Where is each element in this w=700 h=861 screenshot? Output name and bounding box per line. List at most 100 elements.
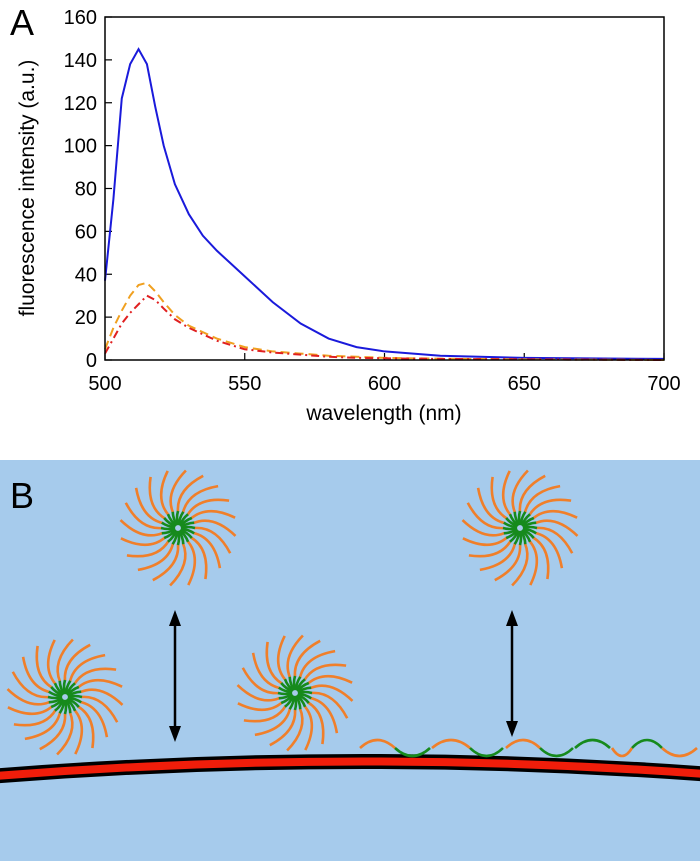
micelle-core [53,682,65,696]
micelle-arm [511,542,529,587]
surface-chain [505,738,541,749]
surface-chain [431,738,471,750]
micelle-arm [56,711,74,756]
y-tick-label: 80 [75,179,97,201]
micelle-arm [193,526,232,554]
micelle-arm [79,700,109,738]
micelle-core [161,521,176,529]
micelle-arm [307,674,353,685]
micelle-arm [241,667,280,695]
micelle-arm [461,519,506,537]
y-tick-label: 60 [75,221,97,243]
micelle-arm [254,707,292,737]
micelle-arm [468,540,512,558]
micelle-arm [120,536,166,547]
micelle-arm [309,684,354,702]
micelle-arm [190,536,208,580]
micelle-arm [124,502,163,530]
micelle-arm [251,652,281,690]
micelle-core [503,521,518,529]
micelle-arm [501,470,512,516]
micelle-core [295,694,307,708]
panel-label: B [10,475,34,516]
surface-chain [539,747,574,758]
micelle-arm [532,536,550,580]
micelle-arm [77,678,123,689]
micelle-arm [192,531,222,569]
micelle-core [522,521,537,529]
micelle-arm [298,649,336,679]
micelle-core [66,685,80,697]
micelle-core [171,530,179,545]
diagram [0,469,700,784]
micelle-arm [119,519,164,537]
micelle-arm [534,531,564,569]
micelle-core [278,686,293,694]
micelle-arm [11,671,50,699]
arrow-head [506,721,518,737]
micelle-core [294,676,302,691]
y-tick-label: 20 [75,307,97,329]
micelle-core [48,690,63,698]
micelle-arm [192,519,237,537]
micelle-core [513,530,521,545]
micelle-arm [169,542,187,587]
x-tick-label: 650 [508,373,541,395]
micelle-core [505,528,519,540]
micelle-arm [46,639,57,685]
series-line [104,294,665,361]
micelle-arm [39,712,67,751]
micelle-arm [6,688,51,706]
micelle-arm [186,498,230,516]
micelle-core [297,692,312,700]
micelle-core [179,516,193,528]
micelle-arm [310,691,349,719]
micelle-arm [303,663,347,681]
micelle-core [177,511,185,526]
micelle-arm [73,667,117,685]
micelle-arm [63,643,91,682]
y-axis-label: fluorescence intensity (a.u.) [16,60,39,317]
micelle-arm [523,484,561,514]
micelle-arm [286,634,304,679]
micelle-arm [303,705,314,751]
micelle-arm [528,540,539,586]
micelle-arm [79,688,124,706]
micelle-arm [186,540,197,586]
surface-chain [574,738,611,749]
x-tick-label: 550 [228,373,261,395]
membrane-inner [0,757,700,780]
surface-chain [661,747,698,758]
micelle-arm [494,543,522,582]
micelle-arm [126,540,170,558]
micelle-core [288,695,296,710]
micelle-arm [13,709,57,727]
micelle-core [67,696,82,704]
micelle-arm [462,536,508,547]
micelle-arm [293,639,321,678]
micelle-arm [169,469,187,514]
surface-chain [469,747,504,758]
y-tick-label: 100 [64,136,97,158]
micelle-core [520,529,532,543]
micelle-core [521,516,535,528]
micelle-arm [309,696,339,734]
micelle-core [180,521,195,529]
micelle-core [64,680,72,695]
y-tick-label: 140 [64,50,97,72]
micelle-arm [479,542,517,572]
micelle-core [50,697,64,709]
micelle-arm [534,519,579,537]
micelle-arm [269,708,297,747]
micelle-arm [134,487,164,525]
x-tick-label: 600 [368,373,401,395]
micelle-arm [511,469,529,514]
micelle-core [163,528,177,540]
plot-frame [104,16,665,361]
micelle-arm [152,543,180,582]
micelle-core [180,527,195,535]
micelle-arm [528,498,572,516]
micelle-arm [466,502,505,530]
